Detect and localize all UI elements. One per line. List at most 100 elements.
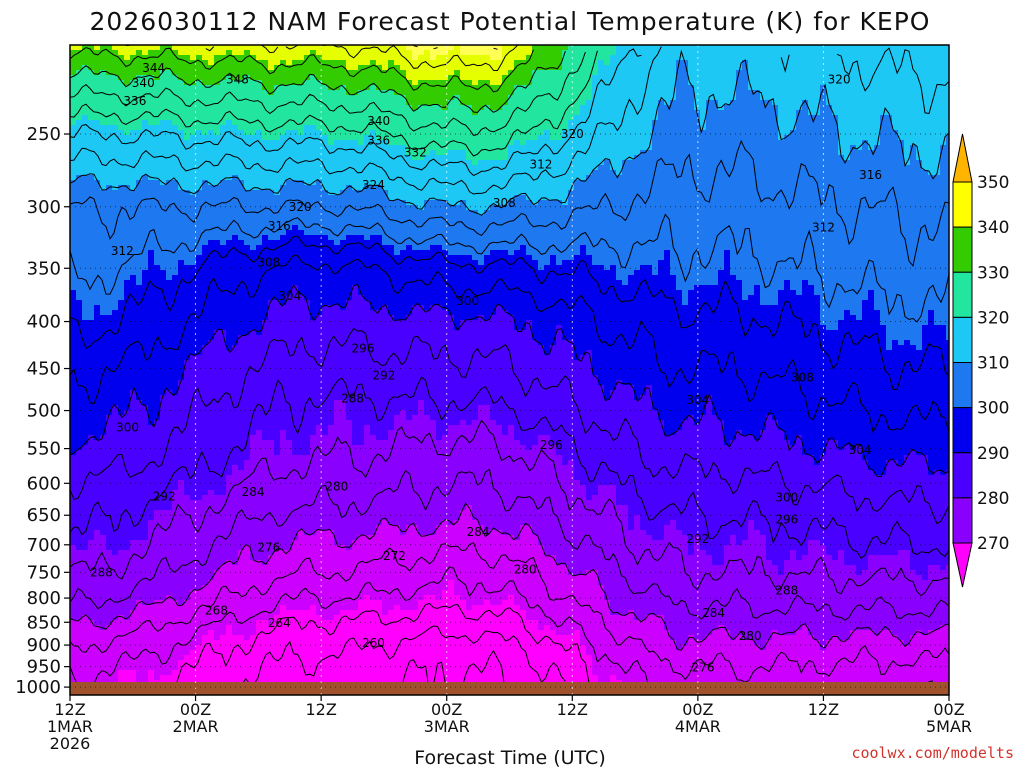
fill-cell — [118, 675, 125, 681]
fill-cell — [112, 440, 119, 446]
fill-cell — [172, 165, 179, 171]
fill-cell — [214, 665, 221, 671]
fill-cell — [232, 415, 239, 421]
fill-cell — [136, 590, 143, 596]
fill-cell — [94, 460, 101, 466]
fill-cell — [184, 645, 191, 651]
fill-cell — [166, 350, 173, 356]
fill-cell — [160, 260, 167, 266]
fill-cell — [178, 645, 185, 651]
fill-cell — [172, 215, 179, 221]
fill-cell — [70, 660, 77, 666]
fill-cell — [292, 515, 299, 521]
fill-cell — [244, 570, 251, 576]
fill-cell — [148, 190, 155, 196]
fill-cell — [94, 320, 101, 326]
fill-cell — [232, 150, 239, 156]
fill-cell — [268, 235, 275, 241]
fill-cell — [172, 125, 179, 131]
fill-cell — [148, 365, 155, 371]
fill-cell — [76, 170, 83, 176]
fill-cell — [112, 110, 119, 116]
fill-cell — [208, 500, 215, 506]
fill-cell — [82, 545, 89, 551]
fill-cell — [178, 445, 185, 451]
fill-cell — [130, 405, 137, 411]
fill-cell — [154, 390, 161, 396]
fill-cell — [226, 420, 233, 426]
fill-cell — [106, 180, 113, 186]
fill-cell — [286, 605, 293, 611]
fill-cell — [244, 220, 251, 226]
fill-cell — [256, 170, 263, 176]
fill-cell — [118, 225, 125, 231]
fill-cell — [220, 245, 227, 251]
fill-cell — [226, 295, 233, 301]
fill-cell — [238, 190, 245, 196]
fill-cell — [112, 165, 119, 171]
fill-cell — [100, 255, 107, 261]
fill-cell — [88, 590, 95, 596]
fill-cell — [292, 330, 299, 336]
fill-cell — [208, 320, 215, 326]
fill-cell — [88, 75, 95, 81]
fill-cell — [268, 280, 275, 286]
fill-cell — [160, 575, 167, 581]
fill-cell — [94, 495, 101, 501]
fill-cell — [94, 190, 101, 196]
fill-cell — [160, 620, 167, 626]
fill-cell — [220, 380, 227, 386]
fill-cell — [136, 450, 143, 456]
fill-cell — [262, 300, 269, 306]
fill-cell — [286, 275, 293, 281]
fill-cell — [250, 435, 257, 441]
fill-cell — [76, 660, 83, 666]
fill-cell — [130, 225, 137, 231]
fill-cell — [286, 490, 293, 496]
fill-cell — [100, 325, 107, 331]
fill-cell — [256, 110, 263, 116]
fill-cell — [166, 275, 173, 281]
fill-cell — [172, 280, 179, 286]
fill-cell — [214, 625, 221, 631]
fill-cell — [202, 385, 209, 391]
fill-cell — [280, 555, 287, 561]
fill-cell — [280, 250, 287, 256]
fill-cell — [136, 615, 143, 621]
fill-cell — [196, 670, 203, 676]
fill-cell — [136, 475, 143, 481]
fill-cell — [136, 530, 143, 536]
fill-cell — [280, 430, 287, 436]
fill-cell — [118, 495, 125, 501]
fill-cell — [226, 280, 233, 286]
fill-cell — [214, 300, 221, 306]
fill-cell — [148, 300, 155, 306]
fill-cell — [196, 200, 203, 206]
fill-cell — [178, 480, 185, 486]
fill-cell — [88, 140, 95, 146]
fill-cell — [76, 600, 83, 606]
fill-cell — [292, 325, 299, 331]
fill-cell — [118, 640, 125, 646]
fill-cell — [82, 495, 89, 501]
fill-cell — [124, 55, 131, 61]
fill-cell — [292, 130, 299, 136]
fill-cell — [244, 160, 251, 166]
fill-cell — [262, 665, 269, 671]
fill-cell — [274, 495, 281, 501]
fill-cell — [70, 485, 77, 491]
fill-cell — [136, 170, 143, 176]
fill-cell — [124, 50, 131, 56]
fill-cell — [184, 55, 191, 61]
fill-cell — [256, 435, 263, 441]
fill-cell — [118, 540, 125, 546]
fill-cell — [196, 440, 203, 446]
fill-cell — [202, 135, 209, 141]
fill-cell — [256, 85, 263, 91]
fill-cell — [208, 660, 215, 666]
fill-cell — [118, 305, 125, 311]
fill-cell — [262, 415, 269, 421]
fill-cell — [154, 515, 161, 521]
fill-cell — [142, 420, 149, 426]
fill-cell — [286, 370, 293, 376]
